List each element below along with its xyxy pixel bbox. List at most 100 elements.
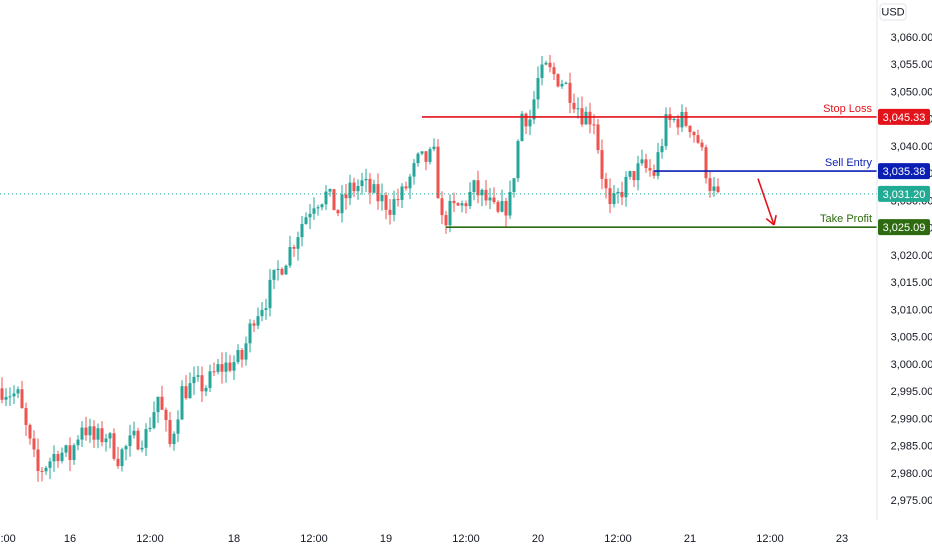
price-tick-label: 2,995.00	[891, 386, 932, 398]
candle	[256, 307, 260, 330]
candle	[232, 355, 236, 380]
candle	[664, 107, 668, 150]
candle	[304, 212, 308, 225]
candle	[336, 209, 340, 217]
candle	[512, 177, 516, 198]
candle	[552, 62, 556, 81]
time-tick-label: 23	[836, 533, 848, 545]
candle	[392, 190, 396, 222]
candle	[428, 147, 432, 165]
candle	[248, 319, 252, 353]
time-tick-label: 12:00	[0, 533, 16, 545]
time-tick-label: 12:00	[604, 533, 632, 545]
level-price: 3,025.09	[883, 222, 926, 234]
candle	[260, 302, 264, 322]
time-tick-label: 21	[684, 533, 696, 545]
candle	[412, 159, 416, 185]
candle	[608, 178, 612, 214]
candle	[88, 418, 92, 443]
candle	[688, 125, 692, 138]
candle	[440, 191, 444, 225]
level-badge	[878, 219, 930, 236]
candle	[36, 438, 40, 482]
candle	[376, 173, 380, 210]
candle	[296, 231, 300, 261]
candle	[280, 267, 284, 276]
candle	[108, 431, 112, 449]
arrow-head	[773, 214, 777, 226]
candle	[536, 66, 540, 109]
candle	[96, 423, 100, 449]
candle	[456, 201, 460, 206]
time-tick-label: 12:00	[756, 533, 784, 545]
candle	[0, 377, 4, 404]
candle	[32, 430, 36, 458]
candle	[308, 204, 312, 229]
candle	[16, 386, 20, 398]
candle	[192, 366, 196, 396]
time-tick-label: 18	[228, 533, 240, 545]
candle	[676, 114, 680, 136]
candle	[276, 260, 280, 281]
candle	[416, 152, 420, 167]
candle	[560, 79, 564, 89]
level-badge	[878, 108, 930, 125]
candle	[420, 151, 424, 156]
candle	[20, 380, 24, 409]
time-axis[interactable]: 12:00 16 12:00 18 12:00 19 12:00 20 12:00 21 12:00…	[0, 533, 848, 545]
price-badges: 3,045.33 3,035.38 3,025.09 3,031.20	[878, 108, 930, 236]
candle	[380, 183, 384, 211]
candle	[176, 410, 180, 443]
candle	[84, 416, 88, 441]
candle	[372, 179, 376, 194]
candle	[620, 181, 624, 206]
candle	[556, 73, 560, 88]
time-tick-label: 20	[532, 533, 544, 545]
price-tick-label: 3,060.00	[891, 32, 932, 44]
candle	[288, 235, 292, 268]
candle	[712, 177, 716, 197]
candle	[448, 194, 452, 233]
candle	[716, 178, 720, 194]
candle	[180, 380, 184, 420]
candle	[424, 151, 428, 171]
candle	[572, 93, 576, 113]
candle	[588, 102, 592, 134]
candle	[120, 447, 124, 472]
candle	[516, 139, 520, 183]
candle	[188, 372, 192, 399]
candle	[400, 183, 404, 209]
currency-label: USD	[879, 3, 907, 21]
candle	[272, 269, 276, 290]
candle	[596, 118, 600, 154]
candle	[540, 56, 544, 86]
currency-text: USD	[881, 7, 904, 19]
candle	[352, 177, 356, 198]
candle	[316, 204, 320, 216]
candle	[396, 188, 400, 207]
arrow-head	[765, 217, 775, 226]
price-axis[interactable]: 3,060.003,055.003,050.003,045.003,040.00…	[891, 32, 932, 507]
current-price-badge	[878, 185, 930, 202]
candle	[116, 446, 120, 469]
candle	[252, 319, 256, 333]
candle	[480, 188, 484, 207]
candle	[236, 344, 240, 365]
current-price-value: 3,031.20	[883, 189, 926, 201]
candle	[128, 424, 132, 457]
candle	[368, 173, 372, 205]
level-name: Sell Entry	[825, 157, 873, 169]
candle	[520, 110, 524, 142]
candle	[500, 189, 504, 213]
candle	[364, 168, 368, 193]
candle	[528, 109, 532, 136]
candle	[144, 423, 148, 457]
candle	[432, 138, 436, 152]
candle	[68, 437, 72, 472]
candle	[328, 188, 332, 197]
candle	[112, 428, 116, 461]
candle	[60, 447, 64, 464]
level-name: Stop Loss	[823, 103, 872, 115]
